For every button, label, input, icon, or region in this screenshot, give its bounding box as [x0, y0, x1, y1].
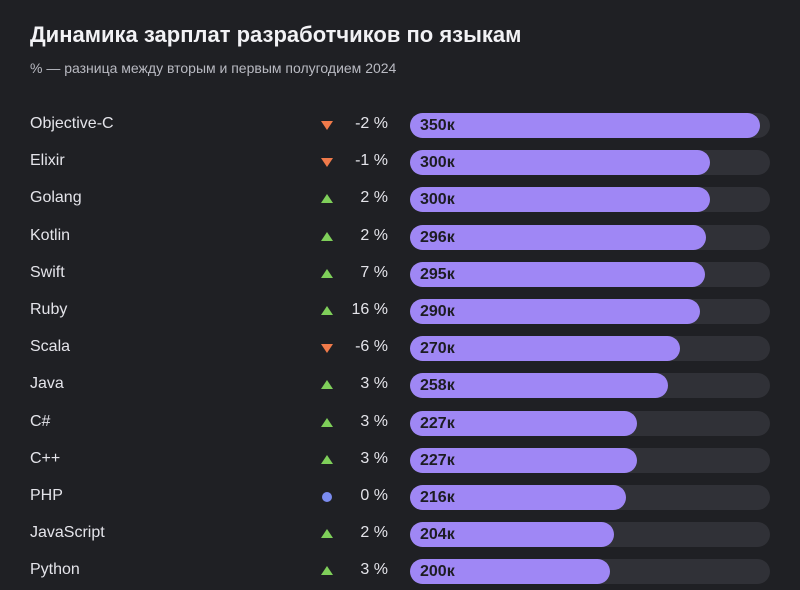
salary-bar: 258к [410, 373, 668, 399]
salary-bar: 290к [410, 298, 700, 324]
salary-bar: 227к [410, 447, 637, 473]
bar-track: 290к [410, 298, 770, 324]
triangle-up-icon [320, 231, 334, 243]
bar-track: 300к [410, 150, 770, 176]
salary-value-label: 216к [420, 488, 455, 506]
salary-bar: 300к [410, 150, 710, 176]
salary-bar: 300к [410, 187, 710, 213]
salary-bar: 227к [410, 410, 637, 436]
triangle-up-icon [320, 528, 334, 540]
salary-value-label: 300к [420, 191, 455, 209]
salary-bar: 350к [410, 113, 760, 138]
change-percent: -6 % [355, 338, 388, 356]
salary-value-label: 290к [420, 302, 455, 320]
change-percent: -2 % [355, 115, 388, 132]
salary-value-label: 350к [420, 117, 455, 134]
change-percent: 3 % [360, 375, 388, 393]
salary-value-label: 204к [420, 526, 455, 544]
triangle-down-icon [320, 342, 334, 354]
bar-track: 295к [410, 261, 770, 287]
salary-value-label: 227к [420, 414, 455, 432]
category-label: C++ [30, 449, 61, 467]
category-label: JavaScript [30, 524, 105, 542]
chart-row: Scala -6 % 270к [0, 330, 800, 367]
category-label: Java [30, 375, 64, 393]
bar-track: 270к [410, 336, 770, 362]
chart-row: Java 3 % 258к [0, 367, 800, 404]
salary-bar: 216к [410, 484, 626, 510]
category-label: Swift [30, 263, 65, 281]
change-percent: -1 % [355, 152, 388, 170]
salary-bar: 296к [410, 224, 706, 250]
salary-value-label: 270к [420, 340, 455, 358]
change-percent: 3 % [360, 412, 388, 430]
salary-value-label: 295к [420, 265, 455, 283]
chart-row: Objective-C -2 % 350к [0, 107, 800, 144]
salary-bar: 200к [410, 559, 610, 585]
bar-track: 200к [410, 559, 770, 585]
chart-row: PHP 0 % 216к [0, 479, 800, 516]
change-percent: 2 % [360, 524, 388, 542]
triangle-up-icon [320, 305, 334, 317]
triangle-up-icon [320, 268, 334, 280]
category-label: Golang [30, 189, 82, 207]
chart-subtitle: % — разница между вторым и первым полуго… [30, 60, 397, 76]
triangle-up-icon [320, 417, 334, 429]
triangle-up-icon [320, 565, 334, 577]
salary-bar-chart: Objective-C -2 % 350к Elixir -1 % 300к Golang 2… [0, 107, 800, 590]
change-percent: 0 % [360, 486, 388, 504]
bar-track: 227к [410, 410, 770, 436]
salary-value-label: 200к [420, 563, 455, 581]
change-percent: 2 % [360, 189, 388, 207]
chart-row: JavaScript 2 % 204к [0, 516, 800, 553]
triangle-up-icon [320, 454, 334, 466]
bar-track: 216к [410, 484, 770, 510]
salary-value-label: 227к [420, 451, 455, 469]
bar-track: 204к [410, 522, 770, 548]
triangle-up-icon [320, 193, 334, 205]
category-label: PHP [30, 486, 63, 504]
chart-row: C++ 3 % 227к [0, 442, 800, 479]
chart-row: Elixir -1 % 300к [0, 144, 800, 181]
change-percent: 3 % [360, 449, 388, 467]
chart-row: Golang 2 % 300к [0, 181, 800, 218]
chart-row: C# 3 % 227к [0, 405, 800, 442]
category-label: Python [30, 561, 80, 579]
category-label: Objective-C [30, 115, 114, 132]
category-label: Scala [30, 338, 71, 356]
change-percent: 16 % [351, 300, 388, 318]
change-percent: 3 % [360, 561, 388, 579]
category-label: Ruby [30, 300, 68, 318]
chart-row: Swift 7 % 295к [0, 256, 800, 293]
change-percent: 7 % [360, 263, 388, 281]
salary-bar: 270к [410, 336, 680, 362]
chart-row: Python 3 % 200к [0, 553, 800, 590]
triangle-down-icon [320, 119, 334, 131]
salary-value-label: 258к [420, 377, 455, 395]
chart-row: Ruby 16 % 290к [0, 293, 800, 330]
bar-track: 300к [410, 187, 770, 213]
salary-value-label: 296к [420, 228, 455, 246]
salary-bar: 295к [410, 261, 705, 287]
category-label: Kotlin [30, 226, 71, 244]
category-label: C# [30, 412, 51, 430]
triangle-up-icon [320, 379, 334, 391]
dot-icon [320, 491, 334, 503]
category-label: Elixir [30, 152, 65, 170]
change-percent: 2 % [360, 226, 388, 244]
chart-row: Kotlin 2 % 296к [0, 219, 800, 256]
bar-track: 350к [410, 113, 770, 138]
salary-bar: 204к [410, 522, 614, 548]
chart-title: Динамика зарплат разработчиков по языкам [30, 22, 522, 47]
bar-track: 296к [410, 224, 770, 250]
triangle-down-icon [320, 156, 334, 168]
bar-track: 227к [410, 447, 770, 473]
bar-track: 258к [410, 373, 770, 399]
salary-value-label: 300к [420, 154, 455, 172]
